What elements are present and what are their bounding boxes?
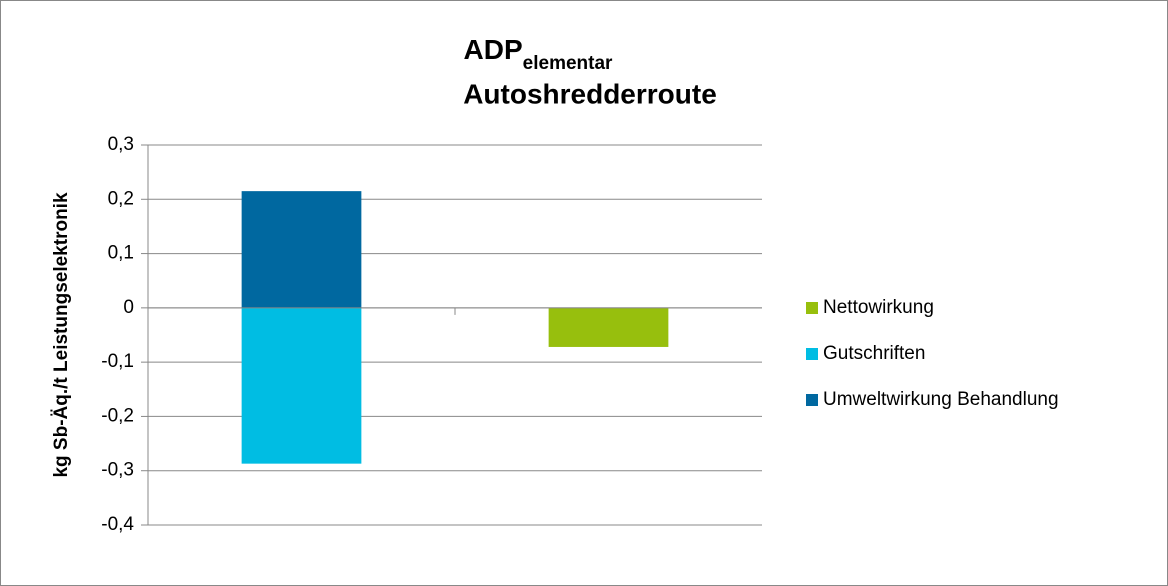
bar xyxy=(241,307,362,464)
y-axis-label: kg Sb-Äq./t Leistungselektronik xyxy=(51,192,72,477)
legend-label: Nettowirkung xyxy=(823,297,934,318)
y-tick-label: -0,4 xyxy=(101,514,134,535)
y-tick-label: 0,3 xyxy=(108,134,134,155)
bar xyxy=(241,191,362,308)
title-main: ADP xyxy=(464,34,523,65)
chart-subtitle: Autoshredderroute xyxy=(463,78,717,109)
bar xyxy=(548,307,669,347)
legend-swatch xyxy=(806,348,818,360)
chart-title: ADPelementar xyxy=(464,34,613,74)
y-tick-label: -0,2 xyxy=(101,405,134,426)
title-subscript: elementar xyxy=(523,53,613,74)
y-tick-label: 0,2 xyxy=(108,188,134,209)
legend-swatch xyxy=(806,302,818,314)
y-tick-label: -0,1 xyxy=(101,351,134,372)
legend-label: Gutschriften xyxy=(823,343,925,364)
y-tick-label: 0,1 xyxy=(108,243,134,264)
legend-label: Umweltwirkung Behandlung xyxy=(823,389,1059,410)
y-tick-label: 0 xyxy=(123,297,134,318)
legend-swatch xyxy=(806,394,818,406)
y-tick-label: -0,3 xyxy=(101,460,134,481)
